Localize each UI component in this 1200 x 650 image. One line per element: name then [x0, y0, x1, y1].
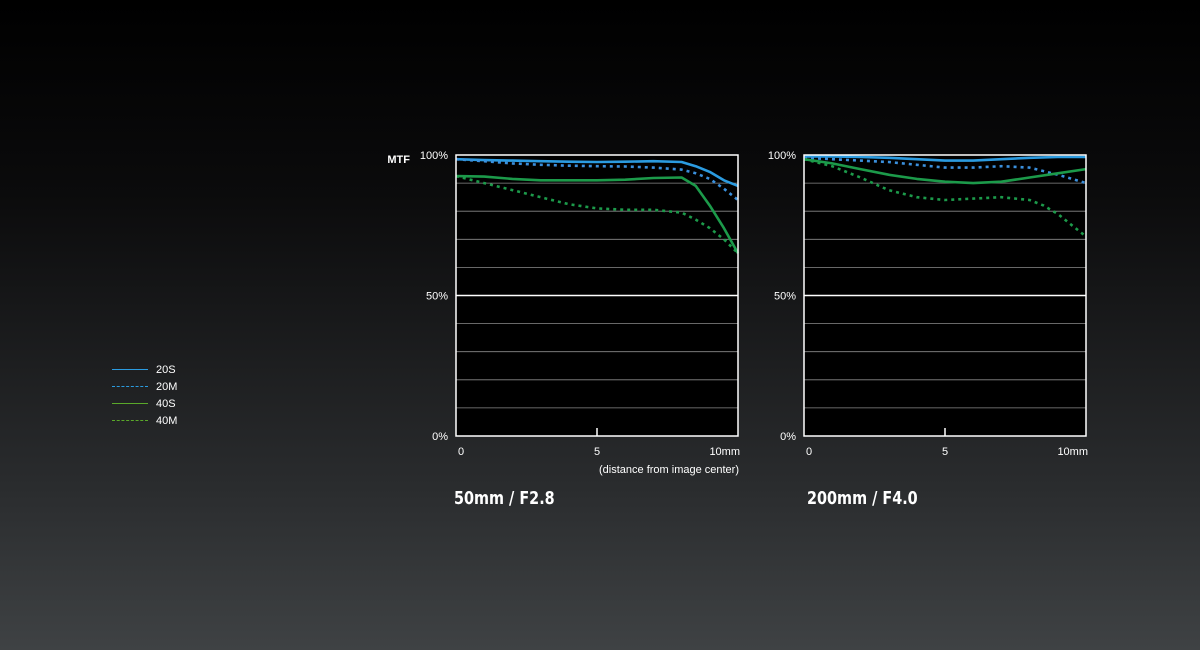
y-axis-label: MTF — [387, 154, 410, 166]
series-line-40m — [803, 157, 1087, 238]
legend-label-20s: 20S — [156, 363, 176, 376]
chart-title-50mm: 50mm / F2.8 — [454, 488, 555, 509]
y-tick-label: 0% — [432, 431, 448, 443]
y-tick-label: 50% — [426, 291, 448, 303]
series-line-20s — [804, 155, 1086, 162]
chart-title-200mm: 200mm / F4.0 — [807, 488, 918, 509]
legend-item-20s: 20S — [112, 361, 177, 378]
legend-swatch-40m — [112, 420, 148, 421]
legend-item-20m: 20M — [112, 378, 177, 395]
x-tick-label: 0 — [458, 446, 464, 458]
series-line-20m — [455, 157, 739, 202]
series-line-20m — [803, 156, 1087, 185]
x-axis-label: (distance from image center) — [599, 464, 739, 476]
series-line-40m — [455, 174, 739, 255]
series-line-40s — [803, 157, 1087, 185]
plot-border — [455, 154, 739, 437]
x-tick-label: 0 — [806, 446, 812, 458]
legend-swatch-40s — [112, 403, 148, 404]
legend-swatch-20s — [112, 369, 148, 370]
legend: 20S 20M 40S 40M — [112, 361, 177, 429]
legend-label-40s: 40S — [156, 397, 176, 410]
y-tick-label: 50% — [774, 291, 796, 303]
legend-item-40s: 40S — [112, 395, 177, 412]
x-tick-label: 10mm — [709, 446, 740, 458]
legend-item-40m: 40M — [112, 412, 177, 429]
series-line-20s — [455, 157, 739, 188]
x-tick-label: 10mm — [1057, 446, 1088, 458]
y-tick-label: 100% — [768, 150, 796, 162]
y-tick-label: 100% — [420, 150, 448, 162]
chart-panel-2: 100% 50% 0% 0 5 10mm — [768, 150, 1088, 458]
legend-swatch-20m — [112, 386, 148, 387]
x-tick-label: 5 — [942, 446, 948, 458]
y-tick-label: 0% — [780, 431, 796, 443]
plot-border — [803, 154, 1087, 437]
legend-label-40m: 40M — [156, 414, 178, 427]
series-line-40s — [455, 174, 740, 254]
chart-panel-1: 100% 50% 0% 0 5 10mm MTF (distance from image c… — [387, 150, 740, 476]
x-tick-label: 5 — [594, 446, 600, 458]
legend-label-20m: 20M — [156, 380, 178, 393]
